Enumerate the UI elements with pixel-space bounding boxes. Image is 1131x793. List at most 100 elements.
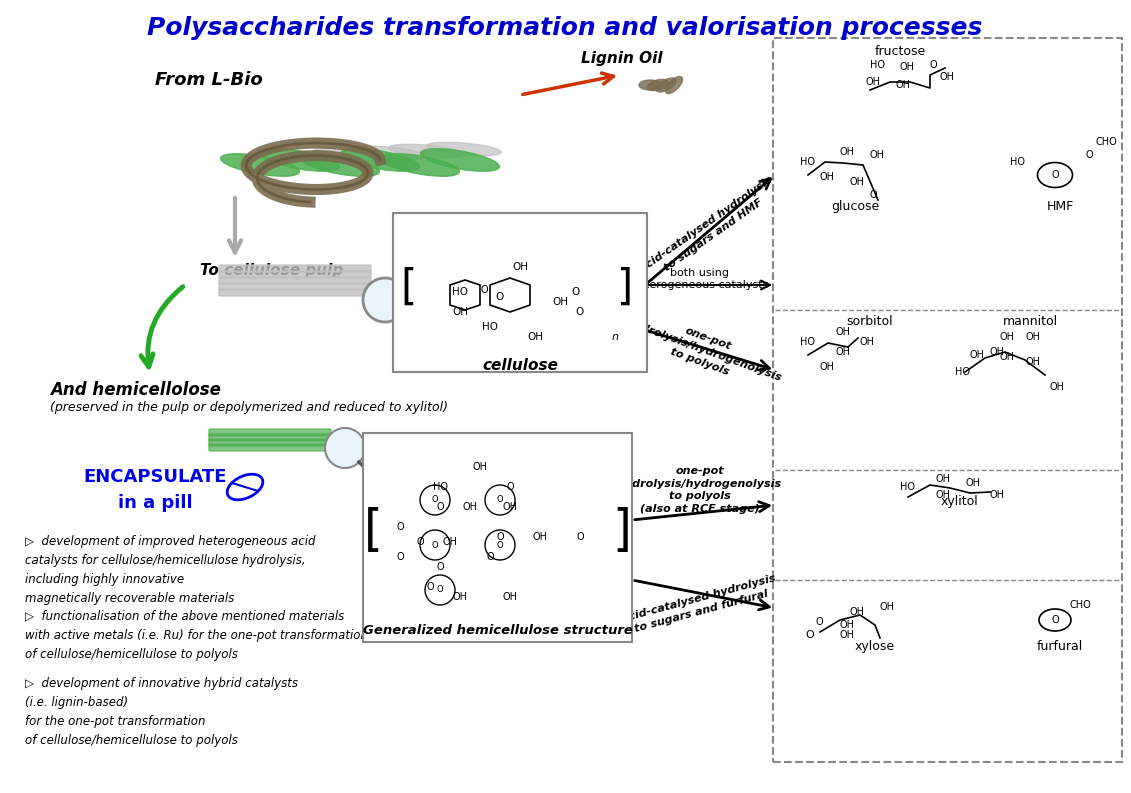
Text: O: O: [576, 532, 584, 542]
Text: fructose: fructose: [874, 45, 925, 58]
Text: OH: OH: [473, 462, 487, 472]
Text: OH: OH: [452, 307, 468, 317]
Text: HO: HO: [955, 367, 970, 377]
Text: one-pot
hydrolysis/hydrogenolysis
to polyols: one-pot hydrolysis/hydrogenolysis to pol…: [621, 305, 787, 394]
Ellipse shape: [340, 149, 420, 171]
Text: OH: OH: [840, 147, 855, 157]
FancyBboxPatch shape: [209, 434, 331, 441]
Text: (preserved in the pulp or depolymerized and reduced to xylitol): (preserved in the pulp or depolymerized …: [50, 401, 448, 415]
FancyBboxPatch shape: [219, 289, 371, 296]
Text: O: O: [497, 532, 503, 542]
Text: OH: OH: [860, 337, 875, 347]
Text: acid-catalysed hydrolysis
to sugars and furfural: acid-catalysed hydrolysis to sugars and …: [620, 573, 779, 637]
Text: [: [: [363, 507, 382, 555]
Text: To cellulose pulp: To cellulose pulp: [200, 262, 343, 278]
Text: O: O: [507, 482, 513, 492]
Text: O: O: [1051, 615, 1059, 625]
Ellipse shape: [351, 146, 425, 160]
Text: OH: OH: [1025, 332, 1041, 342]
Text: CHO: CHO: [1070, 600, 1091, 610]
Text: O: O: [571, 287, 579, 297]
FancyBboxPatch shape: [363, 433, 632, 642]
Text: OH: OH: [502, 592, 518, 602]
Text: O: O: [1085, 150, 1093, 160]
Text: Lignin Oil: Lignin Oil: [581, 51, 663, 66]
Text: OH: OH: [870, 150, 884, 160]
FancyBboxPatch shape: [392, 213, 647, 372]
Text: OH: OH: [502, 502, 518, 512]
Text: sorbitol: sorbitol: [847, 315, 893, 328]
Text: OH: OH: [533, 532, 547, 542]
FancyBboxPatch shape: [219, 283, 371, 290]
Ellipse shape: [260, 149, 339, 171]
Text: xylitol: xylitol: [941, 495, 978, 508]
FancyBboxPatch shape: [219, 265, 371, 272]
Ellipse shape: [312, 148, 387, 162]
Text: n: n: [612, 332, 619, 342]
Text: OH: OH: [1050, 382, 1065, 392]
Text: Polysaccharides transformation and valorisation processes: Polysaccharides transformation and valor…: [147, 16, 983, 40]
Ellipse shape: [421, 149, 500, 171]
Text: glucose: glucose: [831, 200, 879, 213]
Text: OH: OH: [990, 490, 1005, 500]
Text: OH: OH: [935, 490, 950, 500]
Text: OH: OH: [820, 172, 835, 182]
Text: From L-Bio: From L-Bio: [155, 71, 262, 89]
Ellipse shape: [380, 154, 459, 176]
Ellipse shape: [656, 78, 676, 92]
Text: O: O: [432, 541, 439, 550]
Text: O: O: [437, 585, 443, 595]
Text: [: [: [400, 267, 416, 309]
Circle shape: [363, 278, 407, 322]
Text: OH: OH: [1025, 357, 1041, 367]
Text: O: O: [815, 617, 822, 627]
Text: ]: ]: [613, 507, 631, 555]
Text: O: O: [416, 537, 424, 547]
Text: O: O: [497, 541, 503, 550]
Text: ▷  functionalisation of the above mentioned materials
with active metals (i.e. R: ▷ functionalisation of the above mention…: [25, 610, 368, 661]
Text: And hemicellolose: And hemicellolose: [50, 381, 221, 399]
Text: O: O: [495, 292, 504, 302]
Ellipse shape: [389, 144, 464, 158]
Text: OH: OH: [552, 297, 568, 307]
Text: O: O: [486, 552, 494, 562]
Ellipse shape: [221, 154, 300, 176]
Text: OH: OH: [527, 332, 543, 342]
Text: OH: OH: [965, 478, 979, 488]
Text: OH: OH: [865, 77, 880, 87]
Text: OH: OH: [452, 592, 467, 602]
Text: OH: OH: [880, 602, 895, 612]
Text: O: O: [805, 630, 813, 640]
Text: O: O: [870, 190, 878, 200]
Text: OH: OH: [442, 537, 458, 547]
FancyBboxPatch shape: [209, 429, 331, 436]
Text: O: O: [481, 285, 487, 295]
Text: OH: OH: [1000, 352, 1015, 362]
Text: ENCAPSULATE
in a pill: ENCAPSULATE in a pill: [84, 469, 226, 511]
Text: CHO: CHO: [1095, 137, 1116, 147]
Text: OH: OH: [940, 72, 955, 82]
Text: HO: HO: [800, 157, 815, 167]
Text: HMF: HMF: [1046, 200, 1073, 213]
Text: OH: OH: [835, 327, 851, 337]
Text: O: O: [576, 307, 584, 317]
Ellipse shape: [647, 79, 668, 90]
Text: HO: HO: [1010, 157, 1025, 167]
Text: OH: OH: [851, 177, 865, 187]
Ellipse shape: [639, 80, 661, 90]
FancyBboxPatch shape: [219, 277, 371, 284]
Text: O: O: [426, 582, 434, 592]
Text: OH: OH: [463, 502, 477, 512]
Text: O: O: [396, 552, 404, 562]
Text: ▷  development of innovative hybrid catalysts
(i.e. lignin-based)
for the one-po: ▷ development of innovative hybrid catal…: [25, 677, 297, 747]
Text: O: O: [1051, 170, 1059, 180]
Text: O: O: [396, 522, 404, 532]
FancyBboxPatch shape: [772, 38, 1122, 762]
Text: HO: HO: [432, 482, 448, 492]
Ellipse shape: [426, 142, 501, 155]
FancyBboxPatch shape: [209, 439, 331, 446]
Text: HO: HO: [482, 322, 498, 332]
Text: ]: ]: [616, 267, 633, 309]
Text: one-pot
hydrolysis/hydrogenolysis
to polyols
(also at RCF stage): one-pot hydrolysis/hydrogenolysis to pol…: [618, 466, 782, 514]
Text: OH: OH: [835, 347, 851, 357]
